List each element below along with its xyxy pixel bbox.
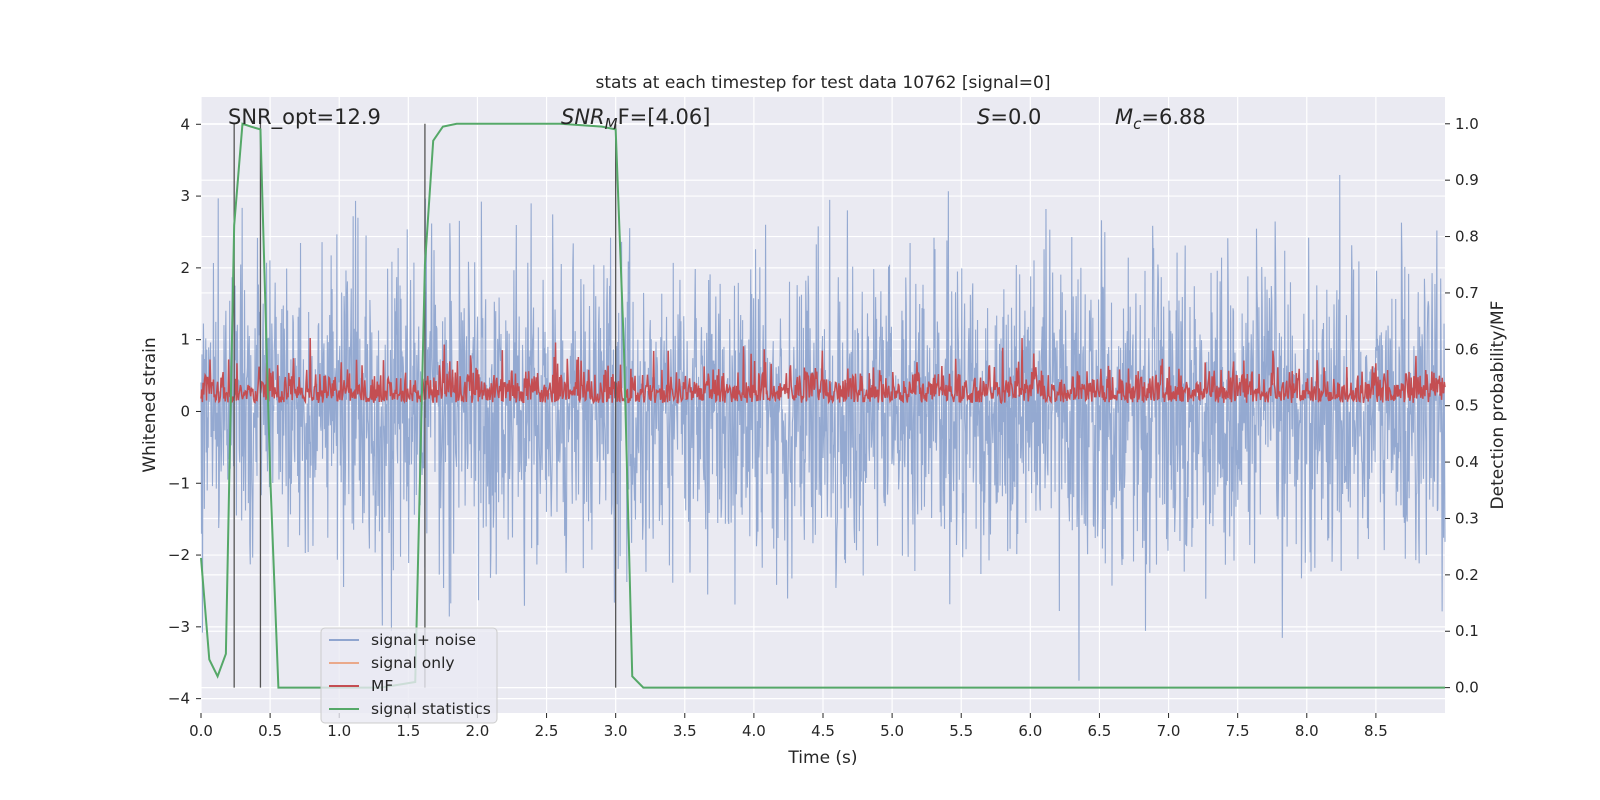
series-line-mf [200, 338, 1446, 405]
x-tick-label: 5.5 [949, 722, 973, 740]
x-tick-label: 6.5 [1088, 722, 1112, 740]
y-tick-label-right: 0.3 [1455, 509, 1479, 527]
x-tick-label: 2.5 [535, 722, 559, 740]
annotation-snr-mf-value: F=[4.06] [618, 105, 711, 129]
y-tick-label-right: 0.7 [1455, 284, 1479, 302]
x-tick-label: 7.0 [1157, 722, 1181, 740]
y-tick-label-right: 0.9 [1455, 171, 1479, 189]
x-tick-label: 0.0 [189, 722, 213, 740]
y-tick-label-left: 0 [180, 402, 190, 420]
y-tick-label-right: 0.6 [1455, 340, 1479, 358]
annotation-mc-value: =6.88 [1141, 105, 1205, 129]
x-axis-label: Time (s) [787, 748, 857, 768]
series-signal-plus-noise [200, 174, 1446, 681]
legend-label-signal-statistics: signal statistics [371, 700, 491, 718]
legend-label-signal-plus-noise: signal+ noise [371, 631, 476, 649]
annotation-snr-mf: SNRMF=[4.06] [561, 105, 710, 133]
y-tick-label-left: 1 [180, 331, 190, 349]
y-tick-label-right: 0.1 [1455, 622, 1479, 640]
annotation-s-value: =0.0 [990, 105, 1041, 129]
annotation-mc-subscript: c [1133, 115, 1142, 133]
y-tick-label-right: 0.4 [1455, 453, 1479, 471]
annotation-s: S=0.0 [977, 105, 1041, 129]
y-tick-label-left: 2 [180, 259, 190, 277]
annotation-s-symbol: S [977, 105, 990, 129]
x-tick-label: 0.5 [258, 722, 282, 740]
y-axis-label-right: Detection probability/MF [1488, 301, 1508, 510]
chart-title: stats at each timestep for test data 107… [596, 73, 1051, 93]
x-tick-label: 7.5 [1226, 722, 1250, 740]
x-tick-label: 1.0 [327, 722, 351, 740]
x-tick-label: 3.0 [604, 722, 628, 740]
annotation-snr-opt: SNR_opt=12.9 [228, 105, 381, 130]
x-tick-label: 2.0 [466, 722, 490, 740]
x-tick-label: 5.0 [880, 722, 904, 740]
x-tick-label: 8.5 [1364, 722, 1388, 740]
legend-label-mf: MF [371, 677, 393, 695]
y-tick-label-left: 3 [180, 187, 190, 205]
y-tick-label-right: 0.5 [1455, 397, 1479, 415]
y-tick-label-right: 0.8 [1455, 228, 1479, 246]
series-line-signal-plus-noise [200, 174, 1446, 681]
legend: signal+ noise signal only MF signal stat… [320, 627, 498, 724]
y-tick-label-right: 0.0 [1455, 679, 1479, 697]
series-mf [200, 338, 1446, 405]
annotation-mc: Mc=6.88 [1115, 105, 1206, 133]
annotation-snr-mf-subscript: M [605, 115, 618, 133]
legend-box [320, 627, 498, 724]
x-tick-label: 6.0 [1018, 722, 1042, 740]
x-tick-label: 8.0 [1295, 722, 1319, 740]
x-tick-label: 4.0 [742, 722, 766, 740]
annotation-mc-symbol: M [1115, 105, 1133, 129]
x-tick-label: 3.5 [673, 722, 697, 740]
y-ticks-left: 4 3 2 1 0 −1 −2 −3 −4 [168, 115, 201, 708]
y-tick-label-left: −2 [168, 546, 190, 564]
y-ticks-right: 1.0 0.9 0.8 0.7 0.6 0.5 0.4 0.3 0.2 0.1 0.0 [1445, 115, 1479, 697]
y-axis-label-left: Whitened strain [140, 337, 160, 472]
y-tick-label-right: 0.2 [1455, 566, 1479, 584]
y-tick-label-left: 4 [180, 115, 190, 133]
x-tick-label: 1.5 [396, 722, 420, 740]
y-tick-label-left: −3 [168, 618, 190, 636]
x-tick-label: 4.5 [811, 722, 835, 740]
y-tick-label-left: −1 [168, 474, 190, 492]
legend-label-signal-only: signal only [371, 654, 455, 672]
annotation-snr-mf-symbol: SNR [561, 105, 605, 129]
series-signal-statistics [200, 122, 1445, 689]
y-tick-label-left: −4 [168, 690, 190, 708]
x-ticks: 0.0 0.5 1.0 1.5 2.0 2.5 3.0 3.5 4.0 4.5 5.0 5.5 6.0 6… [189, 713, 1388, 740]
y-tick-label-right: 1.0 [1455, 115, 1479, 133]
